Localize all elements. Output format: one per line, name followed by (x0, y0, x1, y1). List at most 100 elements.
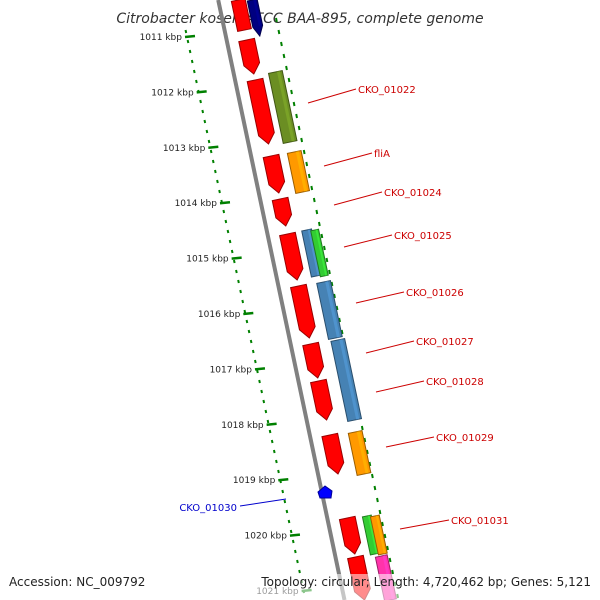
footer-fade (0, 574, 600, 600)
outer-dot (373, 485, 377, 491)
outer-dot (295, 113, 298, 119)
ruler-dot (264, 409, 268, 414)
outer-dot (328, 269, 331, 275)
ruler-label: 1015 kbp (186, 255, 229, 265)
feature-highlight (331, 433, 342, 464)
outer-dot (302, 149, 306, 155)
ruler-dot (216, 179, 219, 184)
feature-arrow (271, 196, 293, 227)
feature-highlight (339, 339, 360, 420)
outer-dot (381, 521, 384, 527)
leader-line (333, 191, 383, 206)
feature-highlight (315, 229, 327, 276)
gene-label-fliA: fliA (374, 149, 390, 160)
outer-dotted-track (275, 17, 400, 599)
ruler-label: 1013 kbp (163, 144, 206, 154)
outer-dot (282, 53, 286, 59)
ruler-dot (184, 29, 188, 34)
outer-dot (378, 509, 382, 515)
feature-arrow (238, 37, 261, 75)
outer-dot (292, 101, 296, 107)
outer-dot (280, 41, 283, 47)
outer-dot (305, 161, 309, 167)
outer-dot (287, 77, 291, 83)
feature-highlight (307, 229, 320, 276)
feature-highlight (375, 515, 386, 554)
feature-highlight (289, 232, 301, 270)
ruler-dot (235, 269, 238, 274)
leader-line (343, 234, 393, 248)
outer-dot (307, 173, 311, 179)
ruler-dot (207, 139, 211, 144)
ruler-dot (228, 239, 232, 244)
ruler-dot (283, 499, 287, 504)
ruler-label: 1019 kbp (233, 476, 276, 486)
feature-arrow (262, 153, 286, 194)
map-title: Citrobacter koseri ATCC BAA-895, complet… (116, 11, 483, 27)
ruler-dot (296, 559, 299, 564)
feature-highlight (320, 379, 330, 410)
feature-arrow (246, 0, 264, 38)
outer-dot (275, 17, 278, 23)
leader-line (375, 380, 425, 393)
outer-dot (323, 245, 326, 251)
outer-dot (277, 29, 281, 35)
ruler-dot (243, 309, 247, 314)
ruler-dot (270, 439, 274, 444)
feature-highlight (349, 516, 359, 544)
backbone-line (216, 0, 347, 600)
outer-dot (335, 305, 339, 311)
ruler-dot (205, 129, 209, 134)
ruler-dot (287, 519, 291, 524)
leader-line (355, 291, 405, 304)
ruler-dot (285, 509, 289, 514)
outer-dot (365, 449, 369, 455)
ruler-dot (262, 399, 266, 404)
ruler-tick (243, 311, 254, 316)
ruler-dot (224, 219, 228, 224)
feature-highlight (295, 151, 308, 192)
outer-dot (330, 281, 334, 287)
ruler-dot (190, 59, 194, 64)
feature-highlight (367, 515, 378, 554)
feature-highlight (256, 78, 272, 134)
ruler-dot (289, 529, 293, 534)
ruler-label: 1017 kbp (210, 365, 253, 375)
ruler-dot (241, 299, 245, 304)
ruler-dot (268, 429, 272, 434)
ruler-dot (254, 359, 257, 364)
gene-label-CKO_01025: CKO_01025 (394, 231, 452, 242)
feature-highlight (276, 71, 295, 142)
ruler-tick (266, 422, 277, 427)
gene-label-CKO_01031: CKO_01031 (451, 516, 509, 527)
outer-dot (300, 137, 304, 143)
outer-dot (368, 461, 372, 467)
feature-highlight (253, 0, 262, 26)
ruler-tick (184, 34, 196, 39)
ruler-tick (231, 256, 242, 260)
ruler-dot (291, 539, 295, 544)
gene-label-CKO_01030: CKO_01030 (179, 503, 237, 514)
ruler-label: 1011 kbp (140, 33, 183, 43)
outer-dot (338, 317, 341, 323)
ruler-dot (218, 189, 221, 194)
feature-highlight (300, 284, 313, 328)
ruler-dot (222, 209, 226, 214)
leader-line (307, 88, 357, 104)
outer-dot (391, 569, 394, 575)
gene-label-CKO_01028: CKO_01028 (426, 377, 484, 388)
feature-highlight (325, 281, 340, 338)
reverse-feature-CKO_01030 (317, 485, 333, 499)
feature-highlight (248, 38, 257, 64)
ruler-label: 1020 kbp (245, 532, 288, 542)
ruler-dot (232, 259, 236, 264)
ruler-dot (226, 229, 230, 234)
feature-highlight (239, 0, 250, 30)
ruler-label: 1018 kbp (221, 421, 264, 431)
ruler-tick (254, 367, 266, 371)
feature-arrow (309, 378, 333, 421)
ruler-dot (199, 99, 202, 104)
feature-arrow (338, 515, 362, 555)
outer-dot (310, 185, 314, 191)
